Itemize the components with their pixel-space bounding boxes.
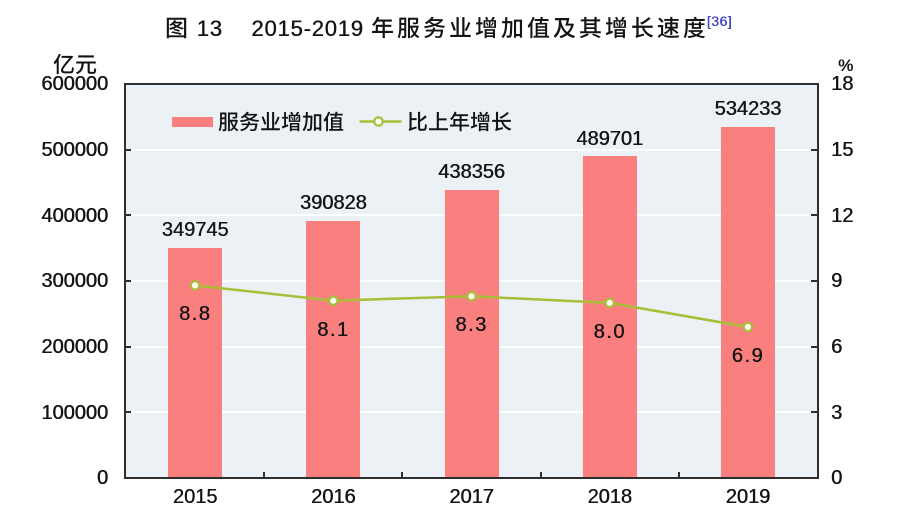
left-axis-tick-label: 600000 bbox=[41, 73, 108, 96]
bar-value-label: 489701 bbox=[576, 127, 644, 150]
title-figure-label-cjk bbox=[166, 18, 187, 39]
growth-line-marker bbox=[742, 321, 754, 333]
x-axis-tick-label: 2017 bbox=[449, 485, 494, 508]
right-axis-tick-label: 9 bbox=[831, 270, 843, 293]
title-subject-cjk bbox=[372, 16, 706, 39]
title-figure-number: 13 bbox=[196, 15, 223, 41]
right-axis-tick bbox=[811, 280, 817, 282]
right-axis-tick-label: 6 bbox=[831, 336, 843, 359]
x-axis-tick-label: 2018 bbox=[587, 485, 632, 508]
left-axis-tick-label: 200000 bbox=[41, 336, 108, 359]
bar bbox=[720, 127, 775, 477]
title-footnote-ref: [36] bbox=[706, 13, 733, 29]
title-year-range: 2015-2019 bbox=[251, 15, 364, 41]
x-axis-tick bbox=[263, 472, 266, 477]
left-axis-tick bbox=[126, 148, 131, 151]
x-axis-tick bbox=[401, 472, 404, 477]
growth-line-marker bbox=[466, 291, 477, 302]
left-axis-tick-label: 300000 bbox=[41, 270, 108, 293]
right-axis-tick-label: 0 bbox=[831, 467, 843, 490]
growth-value-label: 8.1 bbox=[317, 318, 350, 341]
growth-line-marker bbox=[328, 295, 339, 306]
growth-line-series bbox=[189, 280, 754, 333]
bar bbox=[306, 221, 361, 477]
gridline bbox=[126, 148, 817, 151]
bar-value-label: 390828 bbox=[299, 192, 367, 215]
bar-value-label: 438356 bbox=[438, 161, 505, 184]
bar bbox=[582, 156, 637, 477]
right-axis-unit-label: % bbox=[838, 56, 854, 75]
growth-value-label: 6.9 bbox=[731, 344, 765, 367]
left-axis-tick bbox=[126, 214, 131, 217]
right-axis-tick bbox=[811, 214, 817, 217]
x-axis-tick bbox=[539, 472, 542, 477]
left-axis-tick bbox=[126, 345, 131, 348]
left-axis-unit-label bbox=[53, 53, 96, 74]
bar-value-label: 349745 bbox=[161, 219, 229, 242]
right-axis-tick-label: 15 bbox=[831, 139, 854, 162]
growth-value-label: 8.3 bbox=[455, 314, 488, 337]
bar bbox=[444, 190, 499, 477]
x-axis-tick-label: 2016 bbox=[311, 485, 356, 508]
legend-bar-label bbox=[218, 111, 344, 132]
x-axis-tick-label: 2015 bbox=[172, 485, 218, 508]
legend-bar-swatch bbox=[172, 117, 213, 127]
left-axis-tick-label: 400000 bbox=[41, 204, 108, 227]
growth-value-label: 8.8 bbox=[178, 303, 212, 326]
left-axis-tick-label: 0 bbox=[96, 467, 108, 490]
x-axis-tick-label: 2019 bbox=[725, 485, 771, 508]
right-axis-tick-label: 3 bbox=[831, 401, 843, 424]
legend-line-sample bbox=[359, 116, 402, 127]
right-axis-tick bbox=[811, 148, 817, 151]
legend-line-label bbox=[408, 111, 512, 132]
left-axis-tick bbox=[126, 280, 131, 282]
right-axis-tick-label: 12 bbox=[831, 204, 854, 227]
left-axis-tick-label: 100000 bbox=[41, 401, 108, 424]
right-axis-tick-label: 18 bbox=[831, 73, 854, 96]
right-axis-tick bbox=[811, 345, 817, 348]
plot-frame bbox=[124, 83, 819, 479]
bar-value-label: 534233 bbox=[714, 98, 782, 121]
left-axis-tick-label: 500000 bbox=[41, 139, 108, 162]
growth-line-marker bbox=[189, 280, 201, 291]
growth-value-label: 8.0 bbox=[593, 320, 626, 343]
x-axis-tick bbox=[677, 472, 680, 477]
right-axis-tick bbox=[811, 411, 817, 414]
left-axis-tick bbox=[126, 411, 131, 414]
growth-line-marker bbox=[604, 297, 615, 309]
